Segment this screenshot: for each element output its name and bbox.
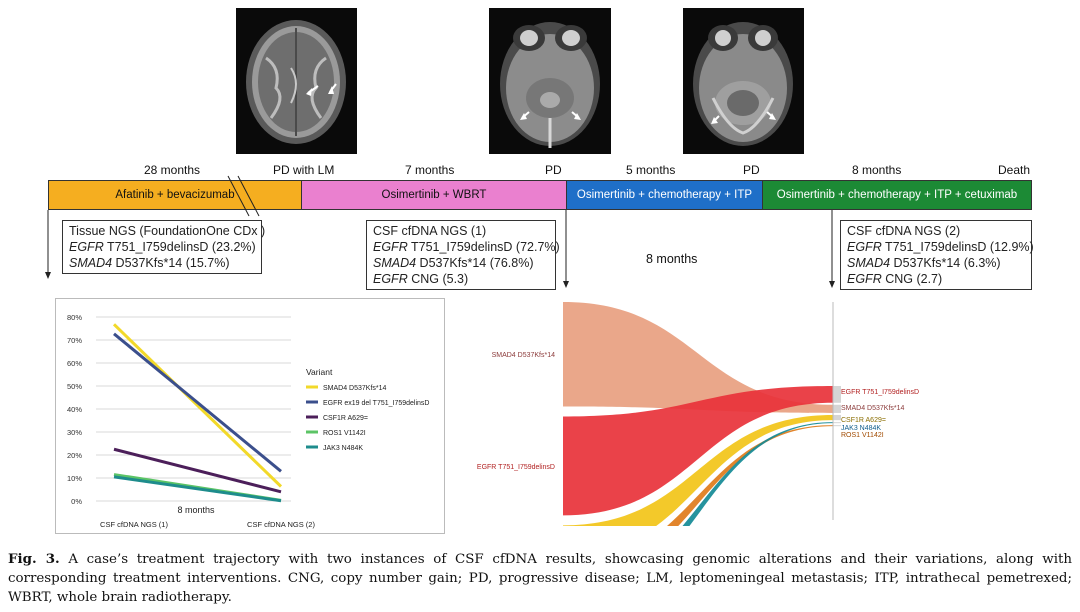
series-line-1: [113, 332, 282, 473]
variant-detail: T751_I759delinsD (12.9%): [881, 240, 1034, 254]
gene-name: SMAD4: [373, 256, 417, 270]
sankey-right-node: [833, 425, 841, 427]
variant-detail: T751_I759delinsD (72.7%): [407, 240, 560, 254]
ngs-box-title: CSF cfDNA NGS (1): [373, 224, 487, 238]
sankey-left-label: SMAD4 D537Kfs*14: [492, 352, 556, 359]
y-tick-label: 80%: [67, 313, 82, 322]
phase-4-bar: Osimertinib + chemotherapy + ITP + cetux…: [762, 180, 1032, 210]
break-mark: [227, 175, 250, 217]
phase-3-end-event: PD: [743, 163, 760, 177]
ngs-box-csf-1: CSF cfDNA NGS (1) EGFR T751_I759delinsD …: [366, 220, 560, 290]
gene-name: EGFR: [373, 240, 408, 254]
sankey-right-node: [833, 422, 841, 424]
phase-4-duration: 8 months: [852, 163, 902, 177]
break-mark: [237, 175, 260, 217]
y-tick-label: 50%: [67, 382, 82, 391]
legend-label: EGFR ex19 del T751_I759delinsD: [323, 400, 430, 407]
sankey-right-node: [833, 414, 841, 421]
variant-detail: CNG (2.7): [881, 272, 943, 286]
sankey-right-node: [833, 386, 841, 403]
ngs-box-tissue: Tissue NGS (FoundationOne CDx ) EGFR T75…: [62, 220, 266, 274]
y-tick-label: 40%: [67, 405, 82, 414]
phase-3-duration: 5 months: [626, 163, 676, 177]
sankey-flow-2: [563, 414, 833, 526]
y-tick-label: 60%: [67, 359, 82, 368]
phase-1-end-event: PD with LM: [273, 163, 335, 177]
variant-detail: CNG (5.3): [407, 272, 469, 286]
gene-name: SMAD4: [847, 256, 891, 270]
sankey-right-label: EGFR T751_I759delinsD: [841, 389, 919, 396]
x-tick-label: CSF cfDNA NGS (1): [100, 520, 168, 529]
sankey-right-label: ROS1 V1142I: [841, 432, 884, 439]
variant-detail: D537Kfs*14 (76.8%): [416, 256, 534, 270]
phase-4-end-event: Death: [998, 163, 1031, 177]
figure-caption: Fig. 3. A case’s treatment trajectory wi…: [8, 550, 1072, 607]
caption-text: A case’s treatment trajectory with two i…: [8, 552, 1072, 605]
phase-3-treatment: Osimertinib + chemotherapy + ITP: [576, 189, 753, 201]
sankey-right-node: [833, 404, 841, 413]
variant-line-chart: 0% 10% 20% 30% 40% 50% 60% 70% 80% CSF cfDNA NGS…: [55, 298, 445, 534]
interval-label: 8 months: [646, 252, 698, 266]
phase-2-end-event: PD: [545, 163, 562, 177]
sankey-flow-0: [563, 302, 833, 413]
gene-name: EGFR: [373, 272, 408, 286]
y-tick-label: 30%: [67, 428, 82, 437]
mri-image-2: [489, 8, 611, 154]
legend-label: ROS1 V1142I: [323, 430, 366, 437]
legend-label: CSF1R A629=: [323, 415, 368, 422]
sankey-right-label: SMAD4 D537Kfs*14: [841, 405, 905, 412]
series-line-4: [113, 475, 282, 503]
gene-name: SMAD4: [69, 256, 113, 270]
legend-label: SMAD4 D537Kfs*14: [323, 385, 387, 392]
variant-detail: T751_I759delinsD (23.2%): [103, 240, 256, 254]
legend-title: Variant: [306, 367, 333, 377]
y-tick-label: 20%: [67, 451, 82, 460]
phase-4-treatment: Osimertinib + chemotherapy + ITP + cetux…: [776, 189, 1018, 201]
phase-2-treatment: Osimertinib + WBRT: [381, 189, 487, 201]
variant-sankey-chart: SMAD4 D537Kfs*14 EGFR T751_I759delinsD CSF…: [477, 302, 919, 526]
phase-2-duration: 7 months: [405, 163, 455, 177]
series-line-2: [113, 447, 282, 494]
phase-1-treatment: Afatinib + bevacizumab: [115, 189, 235, 201]
variant-detail: D537Kfs*14 (15.7%): [112, 256, 230, 270]
sankey-right-label: CSF1R A629=: [841, 417, 886, 424]
x-axis-label: 8 months: [177, 505, 215, 515]
ngs-box-csf-2: CSF cfDNA NGS (2) EGFR T751_I759delinsD …: [840, 220, 1034, 290]
mri-image-3: [683, 8, 804, 154]
gene-name: EGFR: [847, 240, 882, 254]
series-line-0: [112, 323, 283, 488]
gene-name: EGFR: [69, 240, 104, 254]
x-tick-label: CSF cfDNA NGS (2): [247, 520, 315, 529]
gene-name: EGFR: [847, 272, 882, 286]
phase-1-duration: 28 months: [144, 163, 201, 177]
phase-2-bar: Osimertinib + WBRT: [301, 180, 567, 210]
sankey-left-label: EGFR T751_I759delinsD: [477, 464, 555, 471]
caption-label: Fig. 3.: [8, 551, 60, 567]
y-tick-label: 70%: [67, 336, 82, 345]
mri-image-1: [236, 8, 357, 154]
variant-detail: D537Kfs*14 (6.3%): [890, 256, 1001, 270]
timeline-arrows: [45, 175, 835, 288]
y-tick-label: 0%: [71, 497, 82, 506]
sankey-flow-3: [666, 425, 833, 526]
phase-1-bar: Afatinib + bevacizumab: [48, 180, 302, 210]
ngs-box-title: CSF cfDNA NGS (2): [847, 224, 961, 238]
y-tick-label: 10%: [67, 474, 82, 483]
sankey-flow-1: [563, 386, 833, 516]
legend-label: JAK3 N484K: [323, 445, 363, 452]
phase-3-bar: Osimertinib + chemotherapy + ITP: [566, 180, 763, 210]
sankey-right-label: JAK3 N484K: [841, 425, 881, 432]
ngs-box-title: Tissue NGS (FoundationOne CDx ): [69, 224, 266, 238]
